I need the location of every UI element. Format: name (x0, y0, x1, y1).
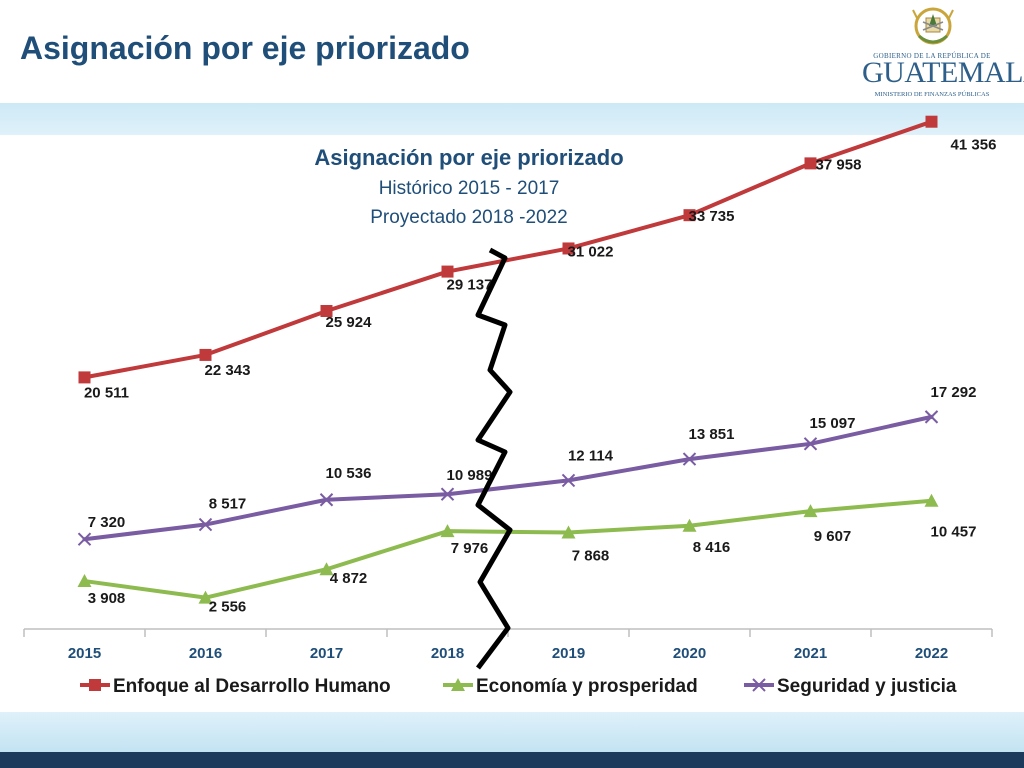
data-point (198, 590, 213, 604)
data-point (682, 452, 697, 466)
slide-title: Asignación por eje priorizado (20, 30, 470, 66)
ministry-logo: GOBIERNO DE LA REPÚBLICA DE GUATEMALA MI… (862, 4, 1024, 99)
data-point (924, 493, 939, 507)
legend-label: Seguridad y justicia (777, 676, 957, 697)
data-point (682, 518, 697, 532)
data-label: 12 114 (568, 447, 614, 464)
data-label: 10 457 (931, 524, 977, 541)
data-point (561, 525, 576, 539)
data-point (78, 371, 91, 384)
data-label: 20 511 (84, 384, 129, 401)
data-point (198, 517, 213, 532)
data-point (804, 157, 817, 170)
data-point (440, 487, 455, 501)
data-point (319, 493, 334, 507)
data-point (319, 562, 334, 576)
data-label: 13 851 (689, 426, 735, 443)
x-tick-label: 2015 (68, 645, 101, 662)
data-point (562, 242, 575, 255)
header-band (0, 103, 1024, 135)
data-point (924, 410, 939, 424)
logo-line-2: GUATEMALA (862, 56, 1024, 89)
data-labels: 20 511 22 343 25 924 29 137 31 022 33 735 37 9… (84, 137, 996, 616)
data-label: 25 924 (326, 314, 373, 331)
x-tick-label: 2019 (552, 645, 585, 662)
x-tick-label: 2021 (794, 645, 827, 662)
data-point (561, 473, 576, 488)
zigzag-separator (475, 247, 513, 670)
data-label: 7 868 (572, 547, 610, 564)
data-label: 33 735 (689, 208, 735, 225)
legend: Enfoque al Desarrollo Humano Economía y p… (80, 676, 957, 697)
data-point (440, 524, 455, 538)
data-point (803, 437, 818, 451)
data-label: 10 536 (326, 465, 372, 482)
series-line-2 (82, 414, 934, 542)
legend-marker (451, 678, 465, 691)
data-label: 17 292 (931, 384, 977, 401)
x-axis: 2015 2016 2017 2018 2019 2020 2021 2022 (23, 628, 993, 662)
chart-subtitle-historic: Histórico 2015 - 2017 (378, 178, 560, 199)
data-label: 7 320 (88, 514, 126, 531)
legend-label: Enfoque al Desarrollo Humano (113, 676, 391, 697)
coat-of-arms-icon (912, 7, 954, 45)
data-point (803, 504, 818, 518)
data-label: 7 976 (451, 540, 489, 557)
data-point (77, 532, 92, 546)
x-tick-label: 2020 (673, 645, 706, 662)
series-line-0 (82, 119, 934, 380)
logo-line-1: GOBIERNO DE LA REPÚBLICA DE (873, 52, 991, 60)
x-tick-label: 2018 (431, 645, 464, 662)
x-tick-label: 2022 (915, 645, 948, 662)
data-label: 3 908 (88, 590, 126, 607)
logo-line-3: MINISTERIO DE FINANZAS PÚBLICAS (874, 91, 990, 98)
data-label: 41 356 (951, 137, 997, 154)
data-label: 10 989 (447, 467, 493, 484)
zigzag-line (475, 247, 513, 670)
bottom-band (0, 712, 1024, 752)
legend-marker (89, 679, 101, 691)
data-point (441, 265, 454, 278)
data-label: 29 137 (447, 277, 493, 294)
legend-marker (752, 678, 766, 692)
series-line-1 (82, 498, 934, 600)
legend-label: Economía y prosperidad (476, 676, 698, 697)
chart-title: Asignación por eje priorizado (314, 145, 624, 170)
data-label: 2 556 (209, 599, 247, 616)
data-point (683, 209, 696, 222)
data-label: 31 022 (568, 243, 614, 260)
data-point (925, 115, 938, 128)
data-point (320, 304, 333, 317)
data-label: 22 343 (205, 362, 251, 379)
x-tick-label: 2017 (310, 645, 343, 662)
data-label: 37 958 (816, 156, 862, 173)
data-label: 8 517 (209, 496, 247, 513)
data-label: 4 872 (330, 570, 368, 587)
data-label: 9 607 (814, 528, 852, 545)
data-point (199, 348, 212, 361)
data-label: 8 416 (693, 539, 731, 556)
data-label: 15 097 (810, 415, 856, 432)
footer-bar (0, 752, 1024, 768)
data-point (77, 574, 92, 588)
chart-subtitle-projected: Proyectado 2018 -2022 (370, 207, 568, 228)
x-tick-label: 2016 (189, 645, 222, 662)
